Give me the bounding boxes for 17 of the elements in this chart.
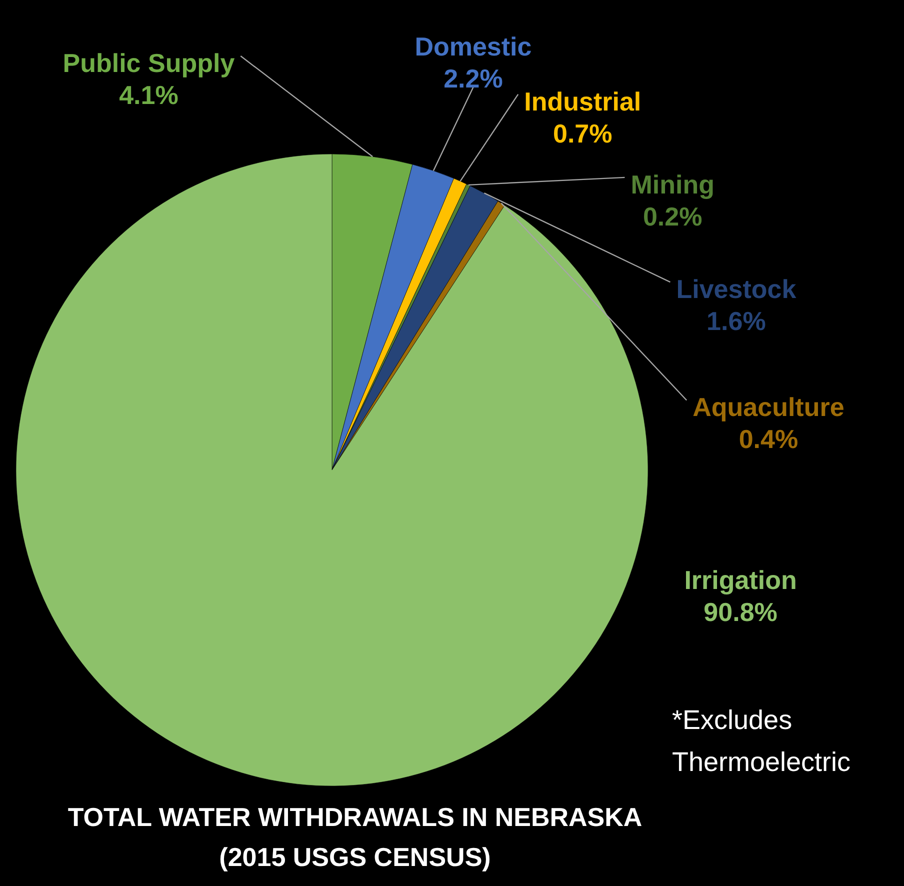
data-label: 1.6% (706, 306, 766, 336)
slice-label: Livestock (676, 274, 797, 304)
text: *Excludes Thermoelectric (672, 705, 851, 777)
slice-label: Aquaculture (692, 392, 844, 422)
text: (2015 USGS CENSUS) (219, 842, 491, 872)
data-label: 0.4% (738, 424, 798, 454)
data-label: 4.1% (119, 80, 178, 110)
slice-label: Public Supply (62, 48, 236, 78)
data-label: 90.8% (704, 597, 778, 628)
data-label: 2.2% (444, 63, 503, 94)
data-label: 0.2% (642, 201, 702, 232)
slice-label: Mining (630, 169, 714, 200)
slice-label: Irrigation (684, 565, 797, 596)
slice-label: Industrial (524, 86, 642, 116)
slice-label: Domestic (414, 31, 532, 62)
data-label: 0.7% (552, 118, 612, 148)
text: TOTAL WATER WITHDRAWALS IN NEBRASKA (68, 802, 642, 832)
